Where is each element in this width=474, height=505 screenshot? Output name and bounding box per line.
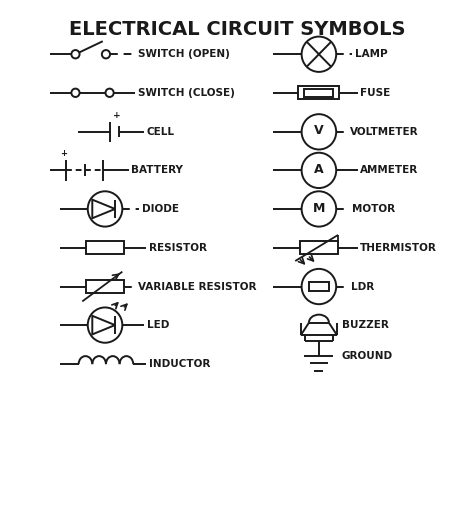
Text: VOLTMETER: VOLTMETER	[350, 127, 419, 137]
Bar	[86, 280, 124, 293]
Text: VARIABLE RESISTOR: VARIABLE RESISTOR	[138, 281, 256, 291]
Text: LED: LED	[147, 320, 169, 330]
Text: DIODE: DIODE	[142, 204, 179, 214]
Text: LAMP: LAMP	[356, 49, 388, 59]
Bar	[309, 282, 329, 291]
Bar	[304, 89, 334, 96]
Text: AMMETER: AMMETER	[360, 165, 418, 175]
Text: INDUCTOR: INDUCTOR	[149, 359, 210, 369]
Bar	[86, 241, 124, 255]
Text: THERMISTOR: THERMISTOR	[360, 243, 437, 253]
Circle shape	[106, 88, 114, 97]
Text: LDR: LDR	[351, 281, 374, 291]
Circle shape	[102, 50, 110, 59]
Bar	[299, 86, 339, 99]
Text: MOTOR: MOTOR	[352, 204, 395, 214]
Text: SWITCH (CLOSE): SWITCH (CLOSE)	[138, 88, 235, 98]
Circle shape	[72, 88, 80, 97]
Text: BATTERY: BATTERY	[131, 165, 183, 175]
Text: RESISTOR: RESISTOR	[149, 243, 207, 253]
Text: GROUND: GROUND	[342, 351, 393, 361]
Text: SWITCH (OPEN): SWITCH (OPEN)	[138, 49, 230, 59]
Text: FUSE: FUSE	[360, 88, 390, 98]
Text: shutterstock·: shutterstock·	[201, 486, 273, 496]
Text: M: M	[313, 201, 325, 215]
Text: ELECTRICAL CIRCUIT SYMBOLS: ELECTRICAL CIRCUIT SYMBOLS	[69, 20, 405, 39]
Circle shape	[72, 50, 80, 59]
Text: +: +	[60, 149, 67, 158]
Text: CELL: CELL	[147, 127, 175, 137]
Text: A: A	[314, 163, 324, 176]
Text: BUZZER: BUZZER	[342, 320, 389, 330]
Bar	[300, 241, 338, 255]
Text: V: V	[314, 124, 324, 137]
Text: +: +	[113, 111, 121, 120]
